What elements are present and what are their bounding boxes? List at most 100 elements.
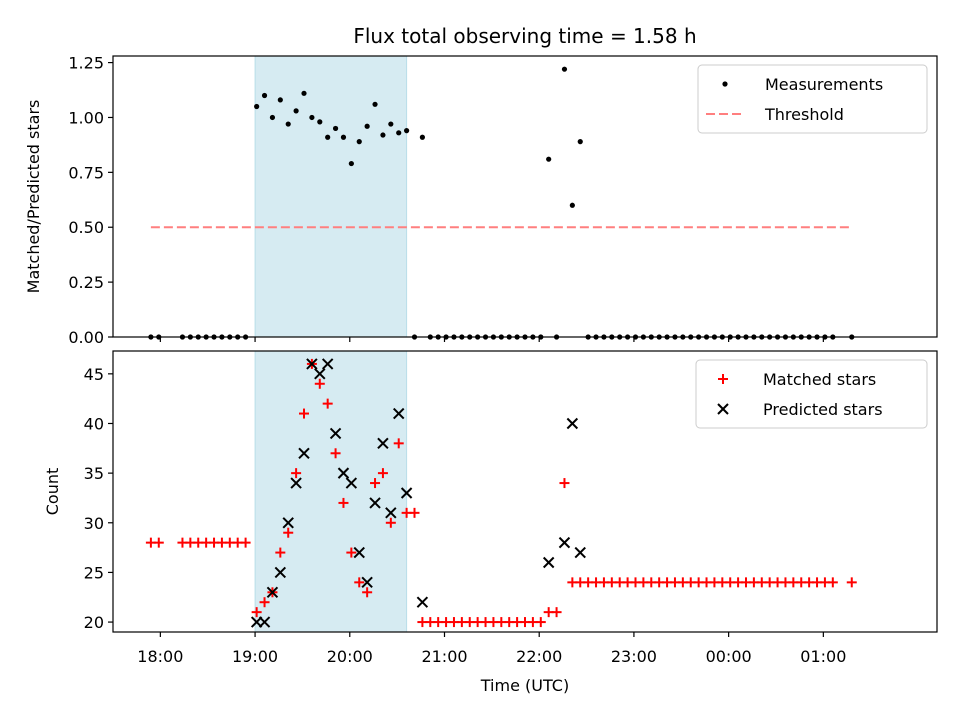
data-point xyxy=(277,97,283,103)
legend: Measurements Threshold xyxy=(697,64,928,134)
data-point xyxy=(293,108,299,114)
data-point xyxy=(419,134,425,140)
y-tick-label: 0.75 xyxy=(68,163,104,182)
data-point xyxy=(396,130,402,136)
series-matched-stars xyxy=(145,358,857,628)
legend: Matched stars Predicted stars xyxy=(695,359,928,429)
y-tick-label: 30 xyxy=(84,514,104,533)
y-tick-label: 0.25 xyxy=(68,273,104,292)
data-point xyxy=(261,92,268,99)
data-point xyxy=(332,125,339,132)
data-point xyxy=(377,468,388,479)
x-b xyxy=(416,596,429,608)
axes-frame xyxy=(112,55,938,338)
data-point xyxy=(258,616,271,628)
data-point xyxy=(385,507,397,519)
x-b xyxy=(306,358,318,370)
data-point xyxy=(254,103,260,110)
y-tick-label: 1.00 xyxy=(68,108,104,127)
data-point xyxy=(240,537,251,548)
y-tick-label: 45 xyxy=(84,365,104,384)
data-point xyxy=(314,368,326,380)
top-panel: 0.00 0.25 0.50 0.75 1.00 1.25 Matched/Predicte… xyxy=(24,54,938,347)
data-point xyxy=(388,121,394,127)
data-point xyxy=(400,487,413,499)
x-b xyxy=(337,467,350,479)
data-point xyxy=(321,358,334,370)
legend-label: Matched stars xyxy=(763,370,876,389)
x-tick-label: 01:00 xyxy=(800,647,846,666)
x-axis-title: Time (UTC) xyxy=(480,676,569,695)
data-point xyxy=(369,497,381,509)
legend-marker xyxy=(722,81,728,87)
data-point xyxy=(827,577,838,588)
x-b xyxy=(329,427,342,440)
x-b xyxy=(298,447,310,459)
x-tick-label: 23:00 xyxy=(611,647,657,666)
data-point xyxy=(283,527,294,538)
data-point xyxy=(393,407,405,420)
x-b xyxy=(274,566,287,579)
data-point xyxy=(542,556,555,569)
x-b xyxy=(574,546,586,559)
data-point xyxy=(361,576,373,589)
data-point xyxy=(309,114,315,121)
data-point xyxy=(291,468,302,479)
data-point xyxy=(322,398,333,409)
y-tick-label: 35 xyxy=(84,464,104,483)
legend-label: Predicted stars xyxy=(763,400,883,419)
y-tick-label: 0.50 xyxy=(68,218,104,237)
data-point xyxy=(409,507,420,518)
x-b xyxy=(290,477,302,489)
data-point xyxy=(298,447,310,459)
data-point xyxy=(393,438,404,449)
x-b xyxy=(717,403,729,415)
data-point xyxy=(566,417,579,430)
axes-frame xyxy=(112,350,938,633)
data-point xyxy=(370,478,381,489)
data-point xyxy=(372,101,378,107)
x-b xyxy=(558,536,571,549)
x-tick-label: 19:00 xyxy=(232,647,278,666)
x-b xyxy=(345,477,358,489)
data-point xyxy=(299,408,310,419)
x-b xyxy=(566,417,579,430)
x-b xyxy=(353,546,365,559)
data-point xyxy=(306,358,318,370)
x-tick-label: 22:00 xyxy=(516,647,562,666)
data-point xyxy=(153,537,164,548)
data-point xyxy=(574,546,586,559)
data-point xyxy=(348,160,354,167)
data-point xyxy=(290,477,302,489)
data-point xyxy=(377,437,389,450)
data-point xyxy=(329,427,342,440)
data-point xyxy=(404,128,410,134)
x-tick-label: 00:00 xyxy=(706,647,752,666)
data-point xyxy=(559,478,570,489)
x-tick-label: 21:00 xyxy=(421,647,467,666)
x-b xyxy=(377,437,389,450)
data-point xyxy=(569,202,575,208)
data-point xyxy=(337,467,350,479)
x-b xyxy=(282,517,294,529)
x-b xyxy=(385,507,397,519)
data-point xyxy=(275,547,286,558)
x-tick-label: 18:00 xyxy=(137,647,183,666)
data-point xyxy=(317,119,323,125)
data-point xyxy=(345,477,358,489)
x-b xyxy=(258,616,271,628)
data-point xyxy=(364,123,370,129)
x-b xyxy=(321,358,334,370)
data-point xyxy=(285,121,291,127)
data-point xyxy=(269,114,276,121)
data-point xyxy=(266,586,279,598)
data-point xyxy=(346,547,357,558)
legend-label: Measurements xyxy=(765,75,883,94)
y-tick-label: 25 xyxy=(84,563,104,582)
data-point xyxy=(416,596,429,608)
legend-box xyxy=(695,359,928,429)
y-tick-label: 0.00 xyxy=(68,328,104,347)
data-point xyxy=(259,597,270,608)
y-axis-title: Matched/Predicted stars xyxy=(24,100,43,294)
